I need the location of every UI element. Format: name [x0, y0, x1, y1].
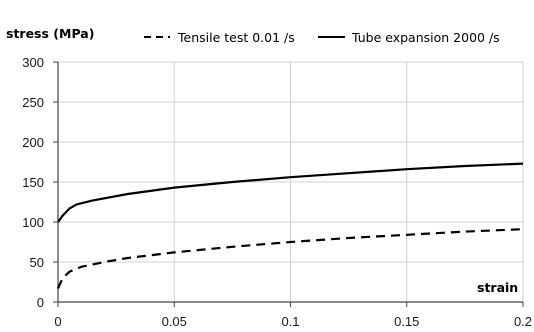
y-tick-label: 150: [22, 175, 44, 190]
x-axis-title: strain: [477, 280, 518, 295]
x-tick-label: 0.1: [281, 314, 299, 329]
series: [56, 162, 524, 289]
legend-label-tensile: Tensile test 0.01 /s: [177, 30, 295, 45]
y-tick-label: 100: [22, 215, 44, 230]
tick-labels: 0 50 100 150 200 250 300 0 0.05 0.1 0.15 0.2: [22, 55, 532, 329]
y-tick-label: 250: [22, 95, 44, 110]
axes: [53, 61, 524, 307]
x-tick-label: 0.15: [394, 314, 419, 329]
legend-label-tube: Tube expansion 2000 /s: [351, 30, 500, 45]
series-line-tube-expansion: [57, 162, 524, 223]
x-tick-label: 0.05: [162, 314, 187, 329]
y-axis-title: stress (MPa): [6, 26, 94, 41]
series-line-tensile-test: [56, 228, 524, 289]
x-tick-label: 0: [54, 314, 61, 329]
x-tick-label: 0.2: [514, 314, 532, 329]
y-tick-label: 0: [37, 295, 44, 310]
grid: [58, 61, 524, 302]
y-tick-label: 300: [22, 55, 44, 70]
y-tick-label: 50: [30, 255, 44, 270]
legend: Tensile test 0.01 /s Tube expansion 2000…: [144, 30, 500, 45]
y-tick-label: 200: [22, 135, 44, 150]
